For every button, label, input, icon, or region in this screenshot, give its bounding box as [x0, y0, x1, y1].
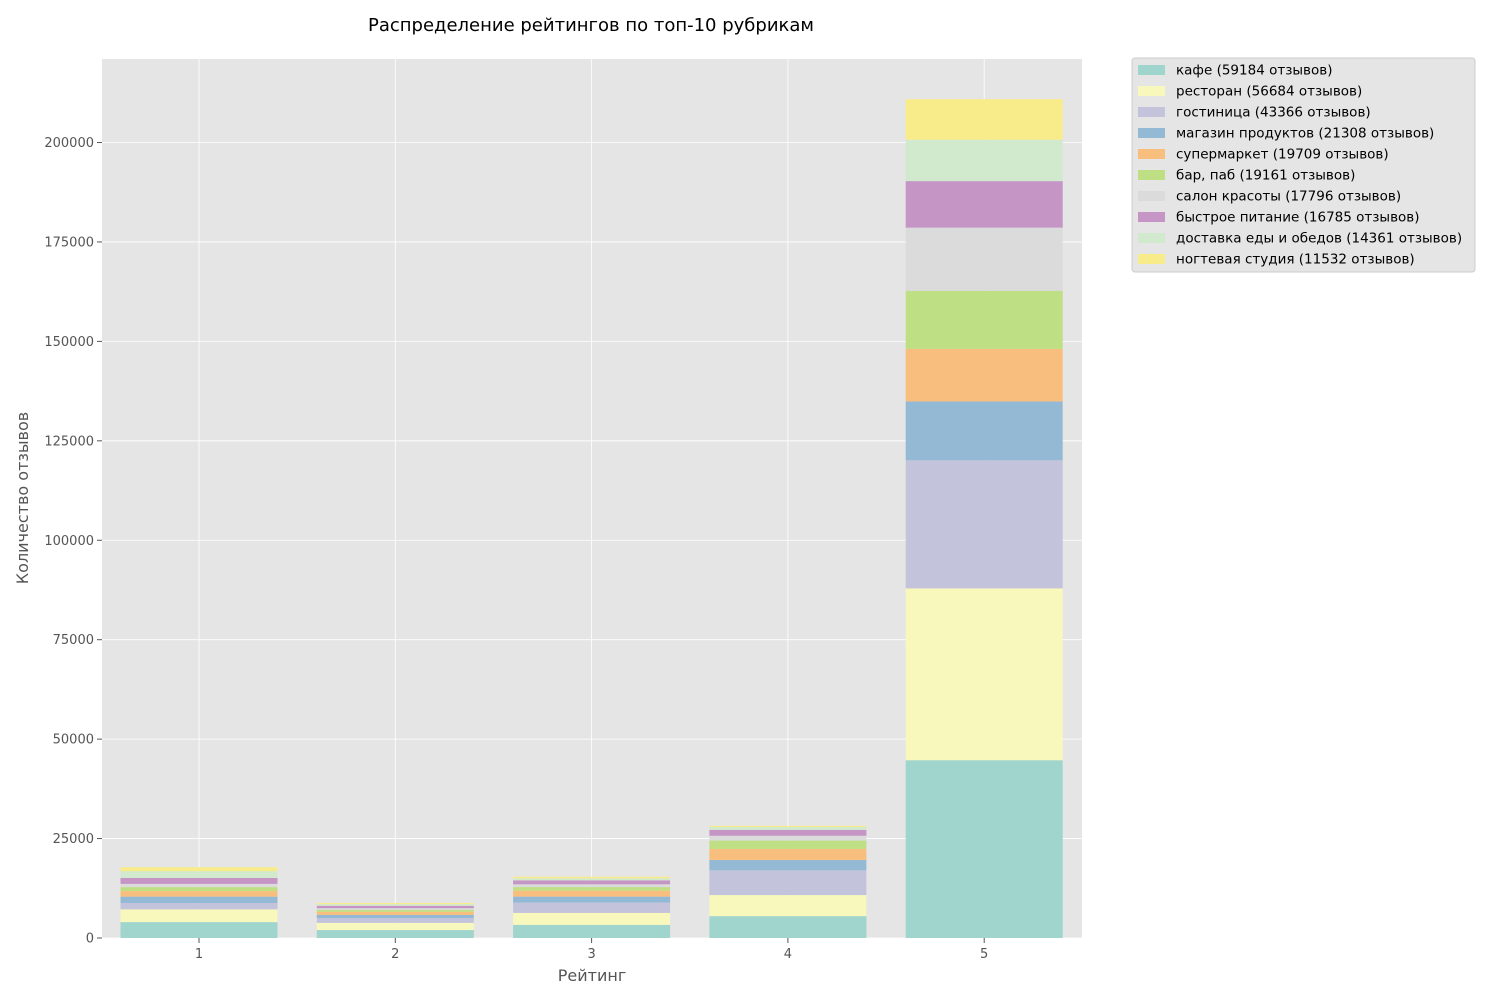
- chart-title: Распределение рейтингов по топ-10 рубрик…: [368, 15, 814, 36]
- bar-segment: [120, 902, 278, 910]
- y-tick-label: 125000: [44, 434, 94, 449]
- x-tick-label: 1: [195, 947, 203, 962]
- legend-swatch: [1138, 191, 1165, 201]
- legend-frame: [1131, 57, 1476, 273]
- y-tick-label: 150000: [44, 335, 94, 350]
- legend-swatch: [1138, 65, 1165, 75]
- legend-entry: ногтевая студия (11532 отзывов): [1176, 252, 1415, 268]
- x-tick-label: 4: [784, 947, 792, 962]
- y-tick-label: 50000: [53, 733, 94, 748]
- bar-segment: [120, 883, 278, 888]
- legend-entry: магазин продуктов (21308 отзывов): [1176, 126, 1434, 142]
- legend-entry: доставка еды и обедов (14361 отзывов): [1176, 231, 1462, 247]
- bar-segment: [513, 902, 671, 913]
- legend-entry: салон красоты (17796 отзывов): [1176, 189, 1401, 205]
- bar-segment: [120, 909, 278, 923]
- bar-segment: [513, 887, 671, 891]
- bar-segment: [120, 871, 278, 878]
- bar-segment: [905, 99, 1063, 140]
- legend-swatch: [1138, 170, 1165, 180]
- bar-segment: [905, 401, 1063, 461]
- bar-segment: [513, 890, 671, 897]
- legend-swatch: [1138, 128, 1165, 138]
- bar-segment: [120, 922, 278, 938]
- legend-entry: гостиница (43366 отзывов): [1176, 105, 1371, 121]
- bar-segment: [316, 914, 474, 919]
- bar-segment: [316, 904, 474, 906]
- legend-entry: быстрое питание (16785 отзывов): [1176, 210, 1420, 226]
- bars: [120, 99, 1063, 938]
- bar-segment: [905, 139, 1063, 182]
- bar-segment: [316, 911, 474, 915]
- y-tick-label: 200000: [44, 136, 94, 151]
- bar-segment: [709, 840, 867, 849]
- bar-segment: [513, 924, 671, 938]
- legend-swatch: [1138, 107, 1165, 117]
- bar-segment: [120, 887, 278, 892]
- bar-segment: [120, 896, 278, 903]
- legend-entry: супермаркет (19709 отзывов): [1176, 147, 1389, 163]
- y-tick-label: 75000: [53, 633, 94, 648]
- bar-segment: [905, 760, 1063, 938]
- bar-segment: [316, 908, 474, 910]
- legend-swatch: [1138, 233, 1165, 243]
- legend-swatch: [1138, 254, 1165, 264]
- bar-segment: [120, 891, 278, 897]
- bar-segment: [513, 912, 671, 925]
- bar-segment: [316, 909, 474, 912]
- bar-segment: [120, 877, 278, 884]
- bar-segment: [709, 829, 867, 836]
- bar-segment: [513, 896, 671, 903]
- bar-segment: [905, 588, 1063, 761]
- legend-swatch: [1138, 86, 1165, 96]
- x-axis-ticks: 1 2 3 4 5: [195, 938, 988, 962]
- bar-segment: [709, 835, 867, 841]
- legend-entry: ресторан (56684 отзывов): [1176, 84, 1362, 100]
- bar-segment: [709, 848, 867, 861]
- x-tick-label: 3: [587, 947, 595, 962]
- bar-segment: [316, 918, 474, 923]
- bar-segment: [905, 181, 1063, 228]
- x-tick-label: 5: [980, 947, 988, 962]
- y-axis-ticks: 0 25000 50000 75000 100000 125000 150000 175000…: [44, 136, 102, 947]
- bar-segment: [905, 290, 1063, 349]
- legend-swatch: [1138, 149, 1165, 159]
- bar-segment: [316, 930, 474, 938]
- bar-segment: [120, 867, 278, 872]
- legend: кафе (59184 отзывов) ресторан (56684 отзы…: [1131, 57, 1476, 273]
- bar-segment: [709, 860, 867, 871]
- bar-segment: [316, 922, 474, 931]
- x-tick-label: 2: [391, 947, 399, 962]
- bar-segment: [905, 460, 1063, 589]
- y-axis-label: Количество отзывов: [13, 412, 32, 584]
- bar-segment: [513, 876, 671, 879]
- bar-segment: [709, 825, 867, 828]
- bar-segment: [709, 916, 867, 938]
- y-tick-label: 100000: [44, 534, 94, 549]
- bar-segment: [316, 902, 474, 905]
- x-axis-label: Рейтинг: [558, 966, 626, 985]
- legend-swatch: [1138, 212, 1165, 222]
- bar-segment: [316, 905, 474, 909]
- bar-segment: [709, 870, 867, 896]
- bar-segment: [513, 878, 671, 881]
- legend-entry: бар, паб (19161 отзывов): [1176, 168, 1355, 184]
- bar-segment: [513, 884, 671, 888]
- bar-segment: [905, 348, 1063, 402]
- y-tick-label: 25000: [53, 832, 94, 847]
- bar-segment: [709, 895, 867, 917]
- y-tick-label: 0: [86, 932, 94, 947]
- bar-segment: [905, 227, 1063, 291]
- bar-segment: [709, 827, 867, 830]
- legend-entry: кафе (59184 отзывов): [1176, 63, 1332, 79]
- bar-segment: [513, 880, 671, 885]
- y-tick-label: 175000: [44, 235, 94, 250]
